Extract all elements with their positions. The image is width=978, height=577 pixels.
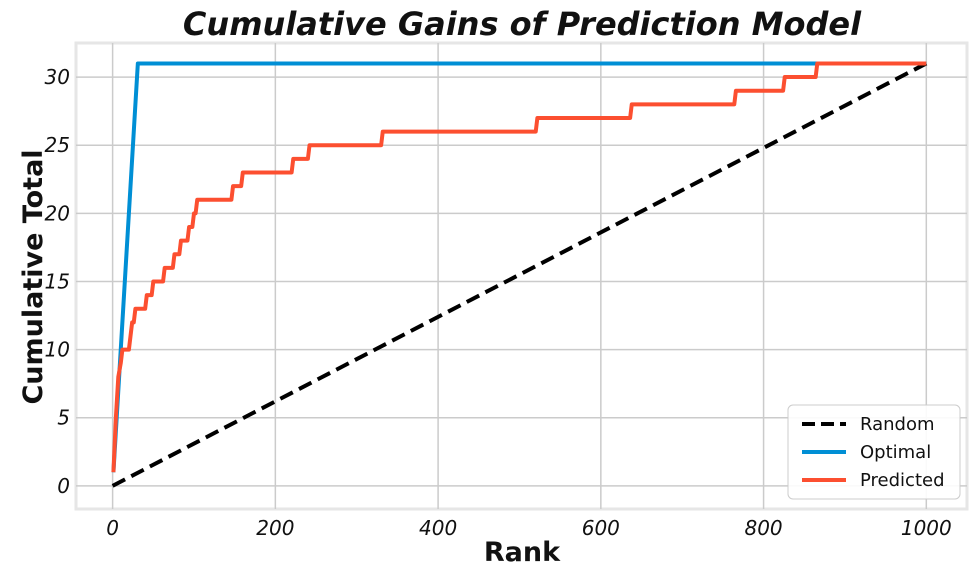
y-tick-label: 10	[45, 338, 70, 362]
x-tick-label: 0	[106, 516, 119, 540]
x-axis-label: Rank	[484, 537, 561, 568]
legend: Random Optimal Predicted	[787, 404, 961, 500]
legend-box	[787, 404, 961, 500]
series-line-random	[111, 61, 928, 488]
y-tick-label: 15	[45, 269, 70, 293]
data-series	[111, 61, 928, 488]
x-tick-label: 800	[744, 516, 782, 540]
legend-label-optimal: Optimal	[860, 442, 931, 463]
chart-title: Cumulative Gains of Prediction Model	[183, 5, 862, 43]
y-tick-label: 5	[57, 406, 70, 430]
y-axis-label: Cumulative Total	[18, 149, 49, 404]
y-tick-label: 30	[45, 65, 70, 89]
series-line-optimal	[111, 61, 927, 473]
series-line-predicted	[111, 61, 927, 473]
tick-labels: 0 200 400 600 800 1000 0 5 10 15 20 25 30	[45, 65, 952, 540]
y-tick-label: 25	[45, 133, 70, 157]
y-tick-label: 20	[45, 201, 70, 225]
y-tick-label: 0	[57, 474, 70, 498]
x-tick-label: 200	[256, 516, 294, 540]
legend-label-random: Random	[860, 414, 935, 435]
legend-label-predicted: Predicted	[860, 470, 945, 491]
x-tick-label: 1000	[901, 516, 952, 540]
x-tick-label: 600	[582, 516, 620, 540]
x-tick-label: 400	[419, 516, 457, 540]
